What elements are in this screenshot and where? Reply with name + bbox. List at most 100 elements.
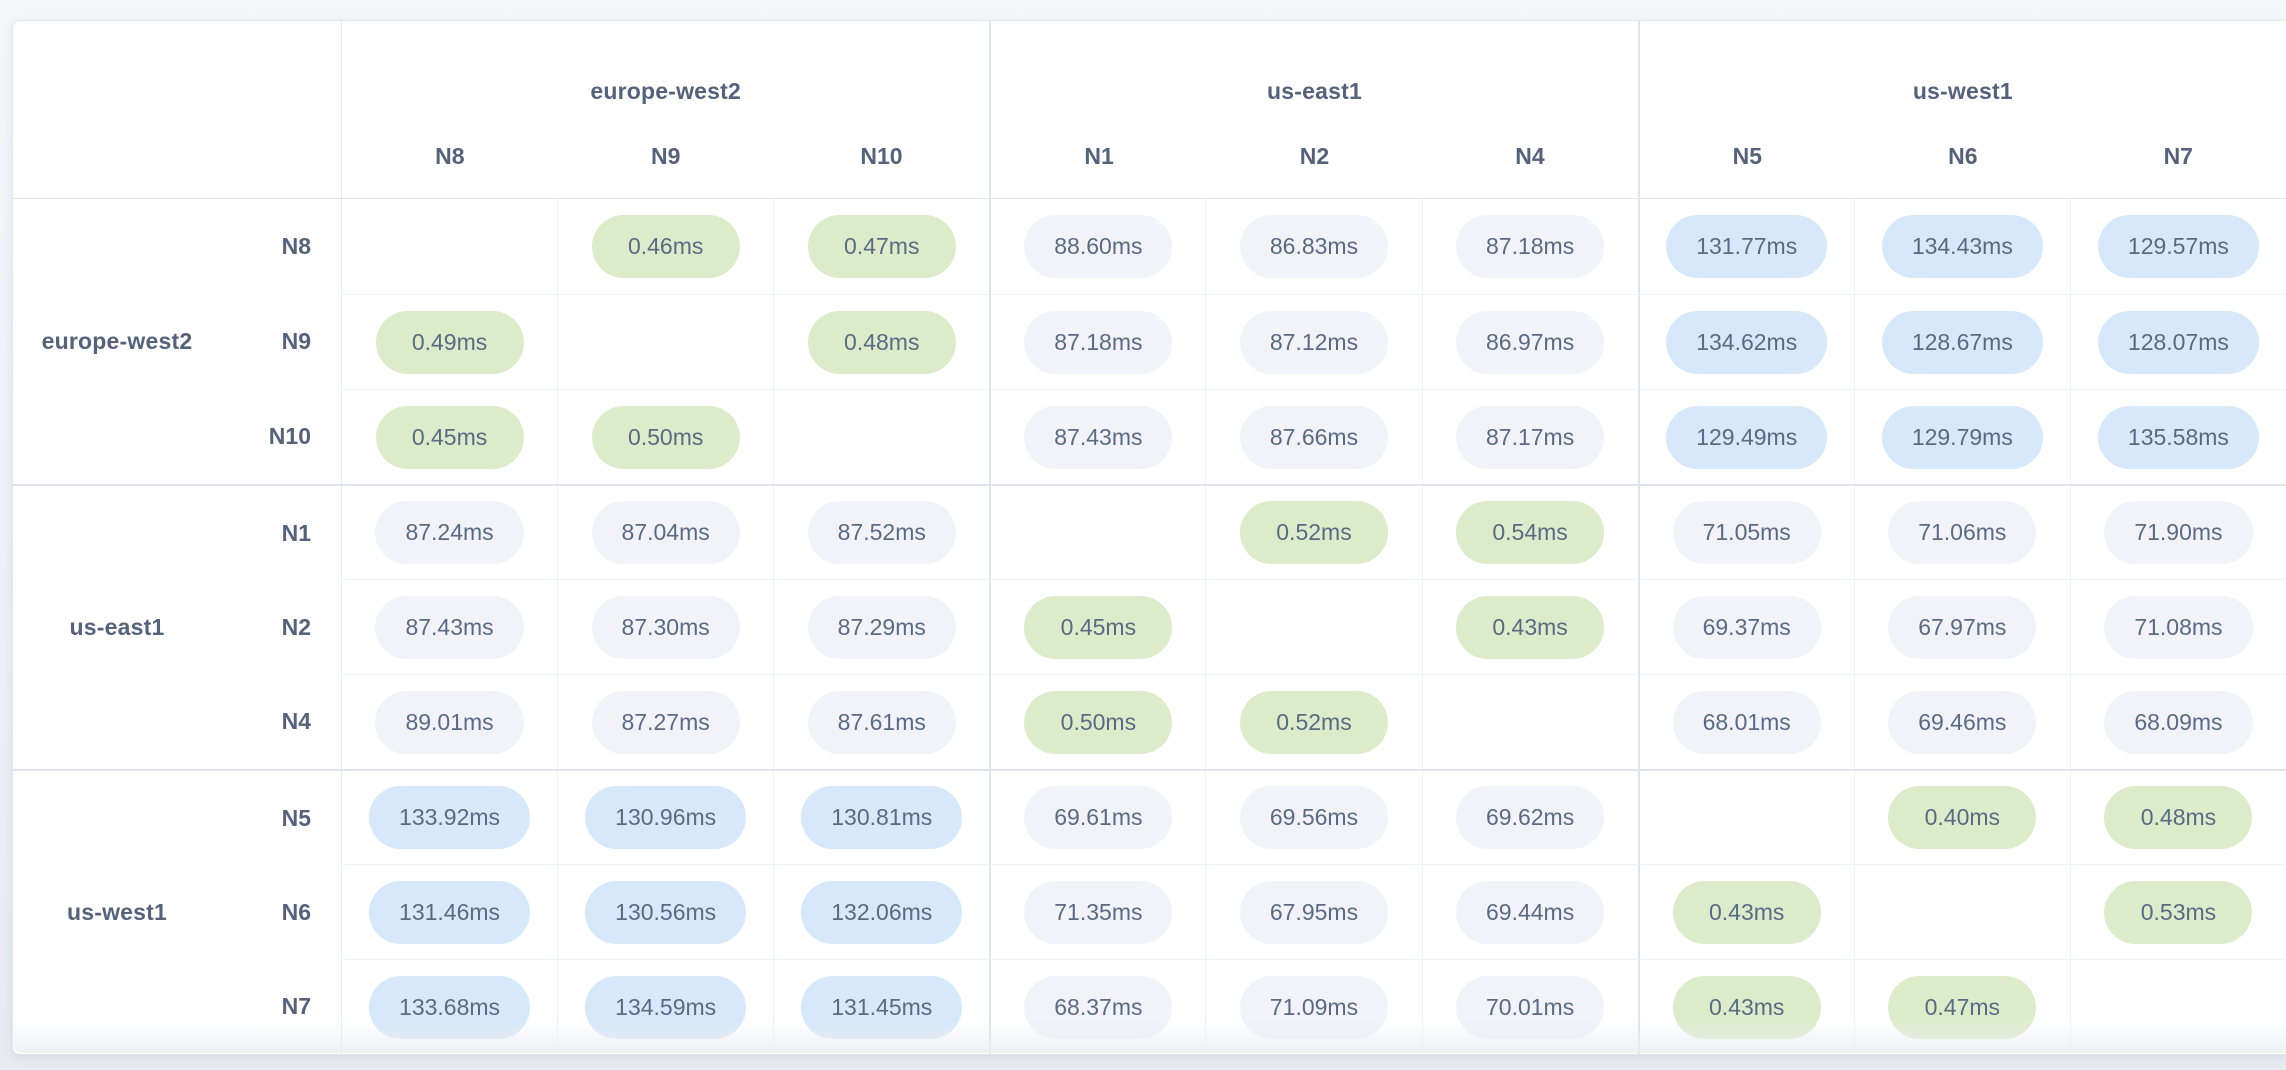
latency-pill[interactable]: 129.57ms <box>2097 215 2259 278</box>
latency-pill[interactable]: 87.12ms <box>1239 310 1389 374</box>
cell-N4-N10: 87.61ms <box>773 674 990 769</box>
cell-N1-N4: 0.54ms <box>1421 484 1638 579</box>
latency-pill[interactable]: 87.61ms <box>807 690 956 754</box>
latency-pill[interactable]: 87.43ms <box>1024 405 1173 469</box>
latency-pill[interactable]: 128.67ms <box>1881 310 2043 374</box>
latency-pill[interactable]: 88.60ms <box>1024 215 1173 278</box>
latency-pill[interactable]: 128.07ms <box>2097 310 2259 374</box>
latency-pill[interactable]: 68.01ms <box>1672 690 1821 754</box>
latency-pill[interactable]: 0.48ms <box>807 310 956 374</box>
latency-pill[interactable]: 71.35ms <box>1024 880 1173 944</box>
row-label-N5: N5 <box>281 804 311 831</box>
cell-N7-N5: 0.43ms <box>1637 959 1854 1054</box>
latency-pill[interactable]: 0.49ms <box>375 310 524 374</box>
cell-N1-N7: 71.90ms <box>2069 484 2286 579</box>
latency-pill[interactable]: 0.50ms <box>1024 690 1173 754</box>
latency-pill[interactable]: 87.29ms <box>807 595 956 659</box>
cell-N10-N2: 87.66ms <box>1205 389 1422 484</box>
latency-pill[interactable]: 0.45ms <box>1024 595 1173 659</box>
latency-pill[interactable]: 133.92ms <box>369 786 531 849</box>
latency-pill[interactable]: 0.45ms <box>375 405 524 469</box>
col-node-headers: N8 N9 N10 <box>342 143 989 198</box>
row-region-label: europe-west2 <box>41 328 193 354</box>
latency-pill[interactable]: 87.52ms <box>807 501 956 564</box>
latency-pill[interactable]: 67.95ms <box>1239 880 1389 944</box>
latency-pill[interactable]: 87.17ms <box>1455 405 1605 469</box>
latency-pill[interactable]: 67.97ms <box>1888 595 2037 659</box>
latency-pill[interactable]: 70.01ms <box>1455 975 1605 1039</box>
latency-pill[interactable]: 129.49ms <box>1666 405 1828 469</box>
cell-N5-N7: 0.48ms <box>2069 769 2286 864</box>
cell-N6-N7: 0.53ms <box>2069 864 2286 959</box>
latency-pill[interactable]: 86.97ms <box>1455 310 1605 374</box>
latency-pill[interactable]: 87.18ms <box>1455 215 1605 278</box>
corner-cell <box>13 21 341 199</box>
latency-pill[interactable]: 68.09ms <box>2104 690 2253 754</box>
latency-pill[interactable]: 69.62ms <box>1455 786 1605 849</box>
col-header-N1: N1 <box>1084 143 1114 169</box>
latency-pill[interactable]: 71.08ms <box>2104 595 2253 659</box>
col-header-N5: N5 <box>1732 143 1763 169</box>
latency-pill[interactable]: 0.43ms <box>1672 975 1821 1039</box>
latency-pill[interactable]: 69.61ms <box>1024 786 1173 849</box>
latency-pill[interactable]: 0.40ms <box>1888 786 2037 849</box>
latency-pill[interactable]: 130.96ms <box>585 786 747 849</box>
latency-pill[interactable]: 71.90ms <box>2104 501 2253 564</box>
latency-pill[interactable]: 71.09ms <box>1239 975 1389 1039</box>
latency-pill[interactable]: 68.37ms <box>1024 975 1173 1039</box>
cell-N5-N1: 69.61ms <box>989 769 1206 864</box>
cell-N2-N10: 87.29ms <box>773 579 990 674</box>
latency-pill[interactable]: 87.30ms <box>591 595 740 659</box>
latency-pill[interactable]: 69.46ms <box>1888 690 2037 754</box>
latency-pill[interactable]: 0.46ms <box>591 215 740 278</box>
latency-pill[interactable]: 69.44ms <box>1455 880 1605 944</box>
cell-N6-N10: 132.06ms <box>773 864 990 959</box>
latency-pill[interactable]: 87.43ms <box>375 595 524 659</box>
latency-pill[interactable]: 0.43ms <box>1456 595 1605 659</box>
cell-N7-N4: 70.01ms <box>1421 959 1638 1054</box>
cell-N7-N1: 68.37ms <box>989 959 1206 1054</box>
col-region-us-west1: us-west1 N5 N6 N7 <box>1637 21 2286 199</box>
cell-N8-N8 <box>341 199 557 294</box>
latency-pill[interactable]: 131.45ms <box>801 975 963 1039</box>
col-region-europe-west2: europe-west2 N8 N9 N10 <box>341 21 990 199</box>
latency-pill[interactable]: 87.66ms <box>1239 405 1389 469</box>
cell-N10-N1: 87.43ms <box>989 389 1206 484</box>
latency-pill[interactable]: 89.01ms <box>375 690 524 754</box>
latency-pill[interactable]: 0.43ms <box>1672 880 1821 944</box>
latency-pill[interactable]: 129.79ms <box>1881 405 2043 469</box>
latency-pill[interactable]: 130.56ms <box>585 880 747 944</box>
latency-pill[interactable]: 69.56ms <box>1239 786 1389 849</box>
cell-N10-N5: 129.49ms <box>1637 389 1854 484</box>
latency-pill[interactable]: 0.52ms <box>1239 501 1388 564</box>
cell-N2-N6: 67.97ms <box>1853 579 2070 674</box>
latency-pill[interactable]: 133.68ms <box>369 975 531 1039</box>
cell-N1-N2: 0.52ms <box>1205 484 1422 579</box>
latency-pill[interactable]: 0.54ms <box>1456 501 1605 564</box>
latency-pill[interactable]: 0.53ms <box>2104 880 2253 944</box>
latency-pill[interactable]: 71.06ms <box>1888 501 2037 564</box>
latency-pill[interactable]: 0.47ms <box>1888 975 2037 1039</box>
latency-pill[interactable]: 0.52ms <box>1239 690 1388 754</box>
latency-pill[interactable]: 0.47ms <box>807 215 956 278</box>
latency-pill[interactable]: 0.50ms <box>591 405 740 469</box>
latency-pill[interactable]: 87.18ms <box>1024 310 1173 374</box>
latency-pill[interactable]: 87.24ms <box>375 501 524 564</box>
latency-pill[interactable]: 134.62ms <box>1666 310 1828 374</box>
latency-pill[interactable]: 71.05ms <box>1672 501 1821 564</box>
latency-pill[interactable]: 134.43ms <box>1881 215 2043 278</box>
latency-pill[interactable]: 130.81ms <box>801 786 963 849</box>
latency-pill[interactable]: 135.58ms <box>2097 405 2259 469</box>
latency-pill[interactable]: 69.37ms <box>1672 595 1821 659</box>
latency-pill[interactable]: 131.77ms <box>1666 215 1828 278</box>
cell-N6-N6 <box>1853 864 2070 959</box>
cell-N6-N1: 71.35ms <box>989 864 1206 959</box>
latency-pill[interactable]: 132.06ms <box>801 880 963 944</box>
latency-pill[interactable]: 87.27ms <box>591 690 740 754</box>
latency-pill[interactable]: 87.04ms <box>591 501 740 564</box>
latency-pill[interactable]: 134.59ms <box>585 975 747 1039</box>
latency-pill[interactable]: 86.83ms <box>1239 215 1389 278</box>
latency-pill[interactable]: 0.48ms <box>2104 786 2253 849</box>
latency-pill[interactable]: 131.46ms <box>369 880 531 944</box>
